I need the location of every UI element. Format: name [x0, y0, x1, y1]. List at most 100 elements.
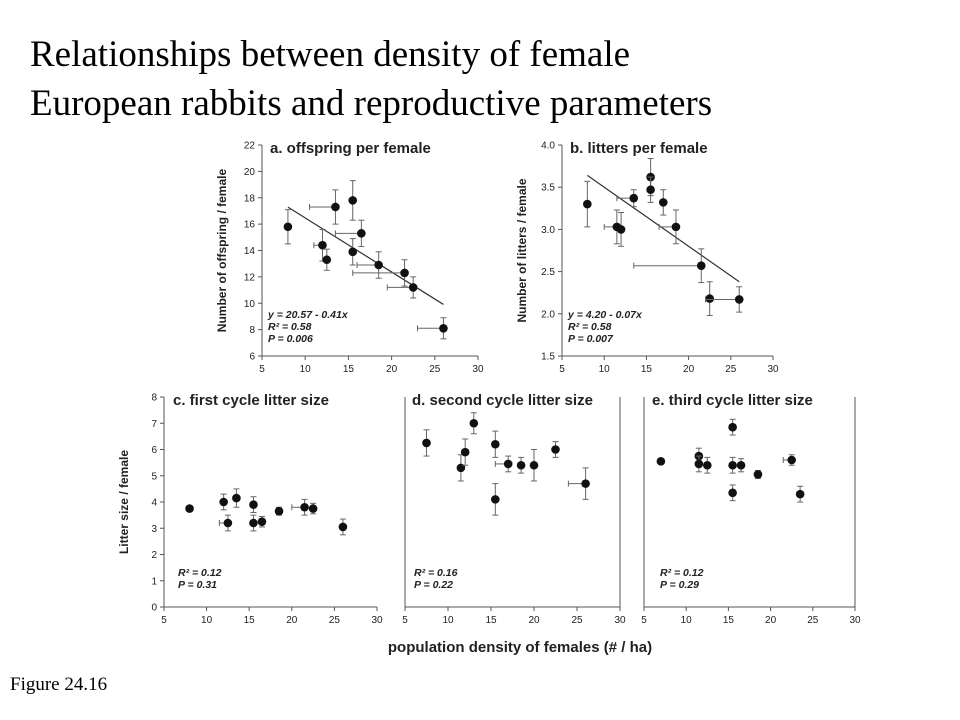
point-marker: [736, 460, 746, 470]
point-marker: [348, 247, 358, 257]
panel-e: 5 10 15 20 25 30 e. third cycle litter size R² …: [641, 392, 861, 626]
data-point: [356, 251, 383, 279]
data-point: [338, 518, 348, 536]
y-tick-label: 10: [244, 299, 256, 310]
y-tick-label: 2.5: [541, 267, 555, 278]
y-tick-label: 18: [244, 193, 256, 204]
x-tick-label: 10: [681, 615, 693, 626]
data-point: [348, 180, 358, 221]
y-tick-label: 12: [244, 272, 256, 283]
title-line-1: Relationships between density of female: [30, 34, 631, 75]
x-tick-label: 20: [386, 364, 398, 375]
data-point: [633, 248, 706, 284]
point-marker: [656, 457, 666, 466]
x-tick-label: 30: [472, 364, 484, 375]
data-point: [352, 259, 409, 287]
panel-title: c. first cycle litter size: [173, 392, 329, 409]
data-point: [736, 458, 746, 473]
x-tick-label: 10: [599, 364, 611, 375]
data-point: [583, 180, 592, 228]
data-point: [309, 189, 340, 225]
data-point: [417, 317, 448, 340]
y-tick-label: 0: [151, 603, 157, 614]
data-point: [218, 514, 233, 532]
data-point: [232, 488, 241, 508]
point-marker: [795, 489, 805, 499]
data-point: [516, 456, 526, 474]
data-point: [728, 456, 737, 474]
point-marker: [516, 460, 526, 470]
data-point: [616, 212, 626, 247]
point-marker: [308, 504, 318, 513]
y-tick-label: 7: [151, 419, 157, 430]
point-marker: [469, 418, 479, 428]
panel-a: 5 10 15 20 25 30 6 8 10 12 14 16 18 20 22 Number of off…: [215, 140, 484, 375]
y-axis-label: Number of offspring / female: [215, 169, 229, 333]
data-point: [456, 454, 466, 482]
point-marker: [583, 199, 592, 209]
point-marker: [703, 460, 712, 470]
point-marker: [274, 506, 284, 516]
panel-c: 5 10 15 20 25 30 0 1 2 3 4 5 6 7 8 Litter size / female…: [117, 392, 383, 626]
data-point: [249, 496, 258, 513]
data-point: [529, 449, 539, 482]
point-marker: [300, 502, 309, 512]
y-tick-label: 6: [151, 445, 157, 456]
point-marker: [503, 459, 513, 469]
y-tick-label: 8: [249, 325, 255, 336]
data-point: [551, 441, 560, 458]
point-marker: [257, 517, 267, 526]
x-tick-label: 20: [765, 615, 777, 626]
x-tick-label: 15: [343, 364, 355, 375]
point-marker: [322, 255, 332, 265]
x-tick-label: 10: [201, 615, 213, 626]
point-marker: [629, 193, 639, 203]
data-point: [283, 209, 293, 245]
y-tick-label: 1.5: [541, 352, 555, 363]
point-marker: [185, 504, 194, 513]
stat-line: R² = 0.16: [414, 567, 458, 579]
data-point: [616, 189, 639, 208]
x-tick-label: 25: [725, 364, 737, 375]
point-marker: [348, 196, 358, 205]
stat-line: R² = 0.58: [268, 321, 312, 333]
stat-line: P = 0.29: [660, 579, 699, 591]
point-marker: [318, 240, 327, 250]
x-tick-label: 25: [807, 615, 819, 626]
data-point: [494, 455, 513, 473]
point-marker: [705, 294, 714, 303]
point-marker: [283, 222, 293, 232]
figure-label: Figure 24.16: [10, 674, 108, 695]
y-tick-label: 8: [151, 393, 157, 404]
stat-line: P = 0.007: [568, 333, 614, 345]
panel-title: b. litters per female: [570, 140, 708, 157]
panel-b: 5 10 15 20 25 30 1.5 2.0 2.5 3.0 3.5 4.0 Number of l…: [515, 140, 779, 375]
y-tick-label: 5: [151, 471, 157, 482]
regression-line: [586, 174, 740, 283]
point-marker: [357, 229, 366, 238]
regression-line: [287, 206, 444, 305]
x-tick-label: 25: [429, 364, 441, 375]
data-point: [646, 176, 655, 203]
x-tick-label: 15: [641, 364, 653, 375]
data-point: [491, 483, 500, 516]
point-marker: [646, 185, 655, 195]
data-point: [704, 286, 744, 313]
data-point: [249, 514, 258, 532]
x-tick-label: 15: [485, 615, 497, 626]
x-tick-label: 20: [286, 615, 298, 626]
data-point: [753, 470, 763, 479]
data-point: [694, 455, 704, 473]
data-point: [460, 438, 470, 466]
point-marker: [728, 422, 737, 432]
stat-line: P = 0.31: [178, 579, 217, 591]
y-tick-label: 2.0: [541, 309, 555, 320]
data-point: [782, 454, 796, 466]
x-tick-label: 5: [259, 364, 265, 375]
x-tick-label: 15: [723, 615, 735, 626]
x-tick-label: 5: [161, 615, 167, 626]
y-tick-label: 1: [151, 576, 157, 587]
x-tick-label: 30: [614, 615, 626, 626]
panel-title: a. offspring per female: [270, 140, 431, 157]
